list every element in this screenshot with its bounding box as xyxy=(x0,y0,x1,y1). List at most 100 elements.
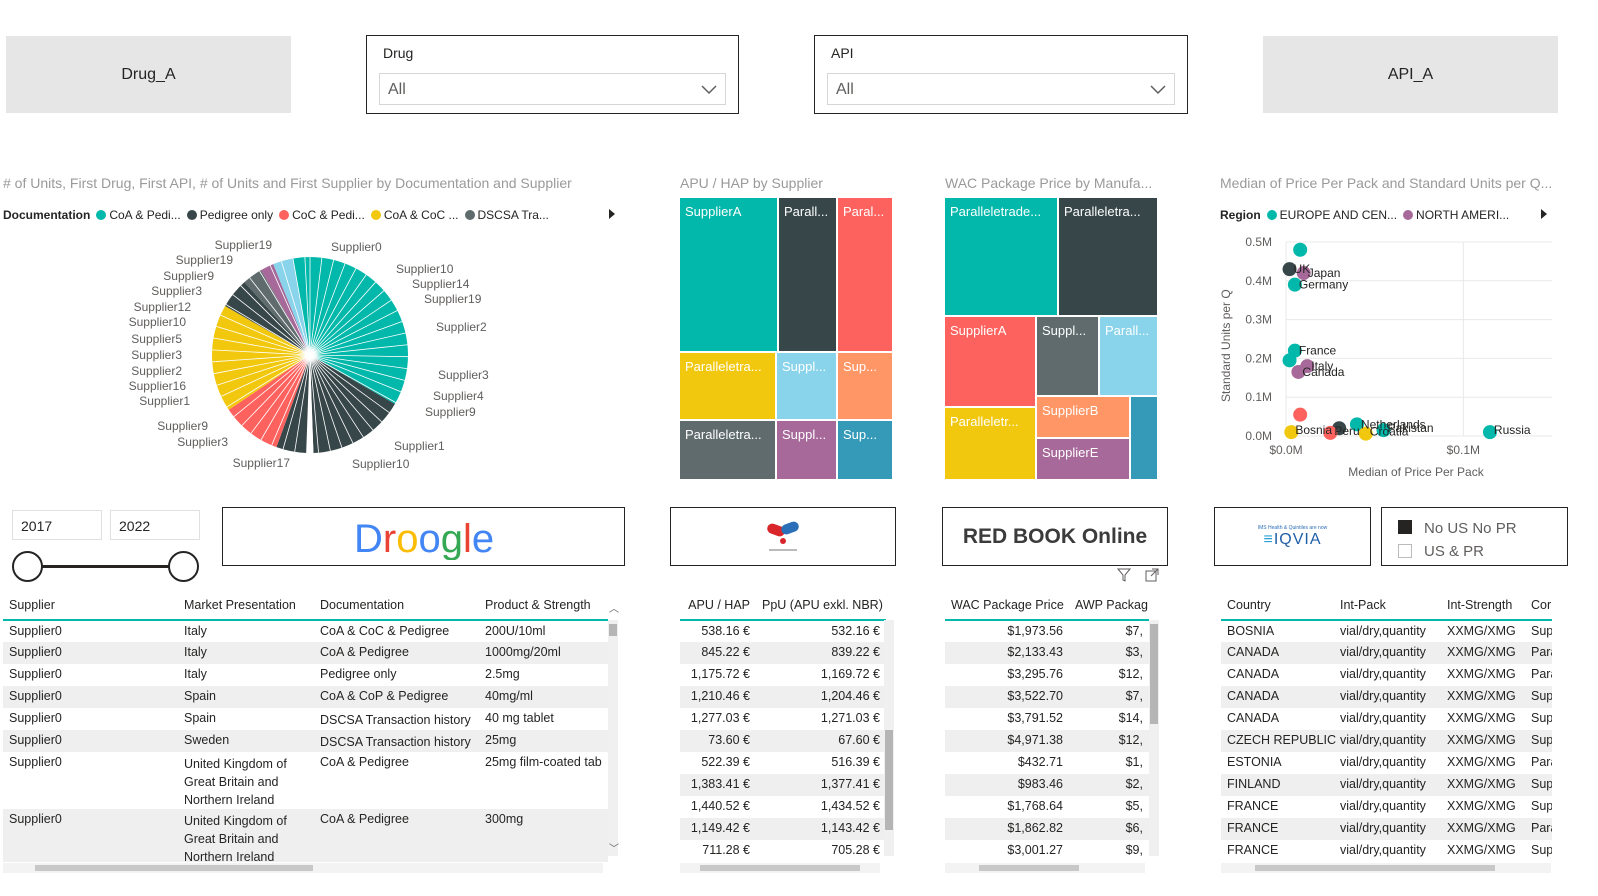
treemap-cell[interactable] xyxy=(1131,397,1159,481)
column-header[interactable]: Cor xyxy=(1525,590,1552,621)
table-row[interactable]: 1,440.52 € 1,434.52 € xyxy=(680,796,886,818)
treemap-cell[interactable]: SupplierE xyxy=(1037,439,1131,481)
focus-mode-icon[interactable] xyxy=(1145,568,1159,582)
apu-table[interactable]: APU / HAP PpU (APU exkl. NBR) 538.16 €53… xyxy=(680,590,886,862)
table-row[interactable]: 1,175.72 € 1,169.72 € xyxy=(680,664,886,686)
year-end-input[interactable]: 2022 xyxy=(110,510,200,540)
table-row[interactable]: Supplier0 Sweden DSCSA Transaction history… xyxy=(3,730,608,752)
year-start-input[interactable]: 2017 xyxy=(12,510,102,540)
treemap-cell[interactable]: Paral... xyxy=(838,198,894,353)
treemap-cell[interactable]: Suppl... xyxy=(1037,317,1100,397)
table-row[interactable]: $3,001.27 $9, xyxy=(945,840,1149,862)
column-header[interactable]: Documentation xyxy=(314,590,479,621)
table-row[interactable]: $3,522.70 $7, xyxy=(945,686,1149,708)
treemap-cell[interactable]: Paralleletra... xyxy=(1059,198,1159,317)
iqvia-logo[interactable]: IMS Health & Quintiles are now ≡IQVIA xyxy=(1214,507,1371,566)
year-slider-handle-end[interactable] xyxy=(168,551,199,582)
legend-next-icon[interactable] xyxy=(1540,209,1548,219)
checkbox-checked[interactable] xyxy=(1398,520,1412,534)
table-row[interactable]: ESTONIA vial/dry,quantity XXMG/XMG Para xyxy=(1221,752,1552,774)
column-header[interactable]: Int-Strength xyxy=(1441,590,1525,621)
table3-vscroll[interactable] xyxy=(1149,620,1159,856)
treemap-cell[interactable]: Parall... xyxy=(779,198,838,353)
pr-option-a[interactable]: No US No PR xyxy=(1424,520,1517,537)
table2-hscroll[interactable] xyxy=(680,863,880,873)
table-row[interactable]: 73.60 €67.60 € xyxy=(680,730,886,752)
country-table[interactable]: Country Int-Pack Int-Strength Cor BOSNIA… xyxy=(1221,590,1552,862)
table-row[interactable]: Supplier0 Italy CoA & Pedigree 1000mg/20ml xyxy=(3,642,608,664)
table-row[interactable]: $983.46 $2, xyxy=(945,774,1149,796)
table-row[interactable]: $3,791.52 $14, xyxy=(945,708,1149,730)
supplier-table[interactable]: Supplier Market Presentation Documentati… xyxy=(3,590,608,862)
table-row[interactable]: 1,383.41 €1,377.41 € xyxy=(680,774,886,796)
table-row[interactable]: $432.71 $1, xyxy=(945,752,1149,774)
treemap-cell[interactable]: Paralleletra... xyxy=(680,353,777,421)
filter-icon[interactable] xyxy=(1117,568,1131,582)
treemap-cell[interactable]: Paralleletrade... xyxy=(945,198,1059,317)
legend-item[interactable]: Pedigree only xyxy=(199,208,274,222)
legend-next-icon[interactable] xyxy=(608,209,616,219)
table-row[interactable]: $2,133.43 $3, xyxy=(945,642,1149,664)
scroll-up-icon[interactable]: ︿ xyxy=(609,604,619,615)
table3-hscroll[interactable] xyxy=(945,863,1145,873)
treemap-cell[interactable]: Sup... xyxy=(838,421,894,481)
treemap-cell[interactable]: Parall... xyxy=(1100,317,1159,397)
treemap2[interactable]: Paralleletrade... Paralleletra... Suppli… xyxy=(945,198,1159,481)
treemap1[interactable]: SupplierA Parall... Paral... Paralleletr… xyxy=(680,198,894,481)
table1-hscroll[interactable] xyxy=(3,863,603,873)
column-header[interactable]: Country xyxy=(1221,590,1334,621)
legend-item[interactable]: NORTH AMERI... xyxy=(1416,208,1510,222)
column-header[interactable]: Market Presentation xyxy=(178,590,314,621)
pill-logo[interactable] xyxy=(670,507,896,566)
legend-item[interactable]: EUROPE AND CEN... xyxy=(1279,208,1398,222)
scroll-down-icon[interactable]: ﹀ xyxy=(609,844,619,855)
pr-option-b[interactable]: US & PR xyxy=(1424,543,1485,560)
table-row[interactable]: 522.39 € 516.39 € xyxy=(680,752,886,774)
treemap-cell[interactable]: Paralleletra... xyxy=(680,421,777,481)
table-row[interactable]: 711.28 € 705.28 € xyxy=(680,840,886,862)
redbook-logo[interactable]: RED BOOK Online xyxy=(942,507,1168,566)
treemap-cell[interactable]: SupplierA xyxy=(680,198,779,353)
pie-chart[interactable]: Supplier19Supplier19Supplier9Supplier3Su… xyxy=(100,235,520,475)
table-row[interactable]: $4,971.38 $12, xyxy=(945,730,1149,752)
api-a-button[interactable]: API_A xyxy=(1263,36,1558,113)
table-row[interactable]: CANADA vial/dry,quantity XXMG/XMG Sup xyxy=(1221,686,1552,708)
table1-vscroll[interactable] xyxy=(608,620,618,856)
treemap-cell[interactable]: Suppl... xyxy=(777,421,838,481)
year-slider-handle-start[interactable] xyxy=(12,551,43,582)
drug-a-button[interactable]: Drug_A xyxy=(6,36,291,113)
column-header[interactable]: WAC Package Price xyxy=(945,590,1069,621)
year-slider-track[interactable] xyxy=(27,565,184,568)
drug-slicer[interactable]: Drug All xyxy=(366,35,739,114)
api-dropdown[interactable]: All xyxy=(827,73,1175,105)
treemap-cell[interactable]: Suppl... xyxy=(777,353,838,421)
drug-dropdown[interactable]: All xyxy=(379,73,726,105)
checkbox-unchecked[interactable] xyxy=(1398,544,1412,558)
treemap-cell[interactable]: SupplierA xyxy=(945,317,1037,408)
table-row[interactable]: FINLAND vial/dry,quantity XXMG/XMG Sup xyxy=(1221,774,1552,796)
legend-item[interactable]: DSCSA Tra... xyxy=(477,208,549,222)
pr-legend-slicer[interactable]: No US No PR US & PR xyxy=(1381,507,1568,566)
treemap-cell[interactable]: Paralleletr... xyxy=(945,408,1037,481)
api-slicer[interactable]: API All xyxy=(814,35,1188,114)
table-row[interactable]: 845.22 €839.22 € xyxy=(680,642,886,664)
column-header[interactable]: AWP Packag xyxy=(1069,590,1149,621)
table-row[interactable]: BOSNIA vial/dry,quantity XXMG/XMG Sup xyxy=(1221,620,1552,642)
wac-table[interactable]: WAC Package Price AWP Packag $1,973.56 $7… xyxy=(945,590,1149,862)
table-row[interactable]: $3,295.76 $12, xyxy=(945,664,1149,686)
table-row[interactable]: CZECH REPUBLIC vial/dry,quantity XXMG/XMG S… xyxy=(1221,730,1552,752)
table-row[interactable]: 1,210.46 €1,204.46 € xyxy=(680,686,886,708)
legend-item[interactable]: CoC & Pedi... xyxy=(292,208,365,222)
table-row[interactable]: $1,768.64 $5, xyxy=(945,796,1149,818)
legend-item[interactable]: CoA & CoC ... xyxy=(383,208,459,222)
table-row[interactable]: Supplier0 United Kingdom of Great Britain… xyxy=(3,809,608,862)
scatter-chart[interactable]: Standard Units per Q 0.5M 0.4M 0.3M 0.2M 0.1… xyxy=(1212,232,1562,484)
table-row[interactable]: $1,973.56 $7, xyxy=(945,620,1149,642)
table-row[interactable]: FRANCE vial/dry,quantity XXMG/XMG Sup xyxy=(1221,796,1552,818)
table-row[interactable]: Supplier0 United Kingdom of Great Britain… xyxy=(3,752,608,809)
treemap-cell[interactable]: Sup... xyxy=(838,353,894,421)
table-row[interactable]: $1,862.82 $6, xyxy=(945,818,1149,840)
droogle-logo[interactable]: Droogle xyxy=(222,507,625,566)
